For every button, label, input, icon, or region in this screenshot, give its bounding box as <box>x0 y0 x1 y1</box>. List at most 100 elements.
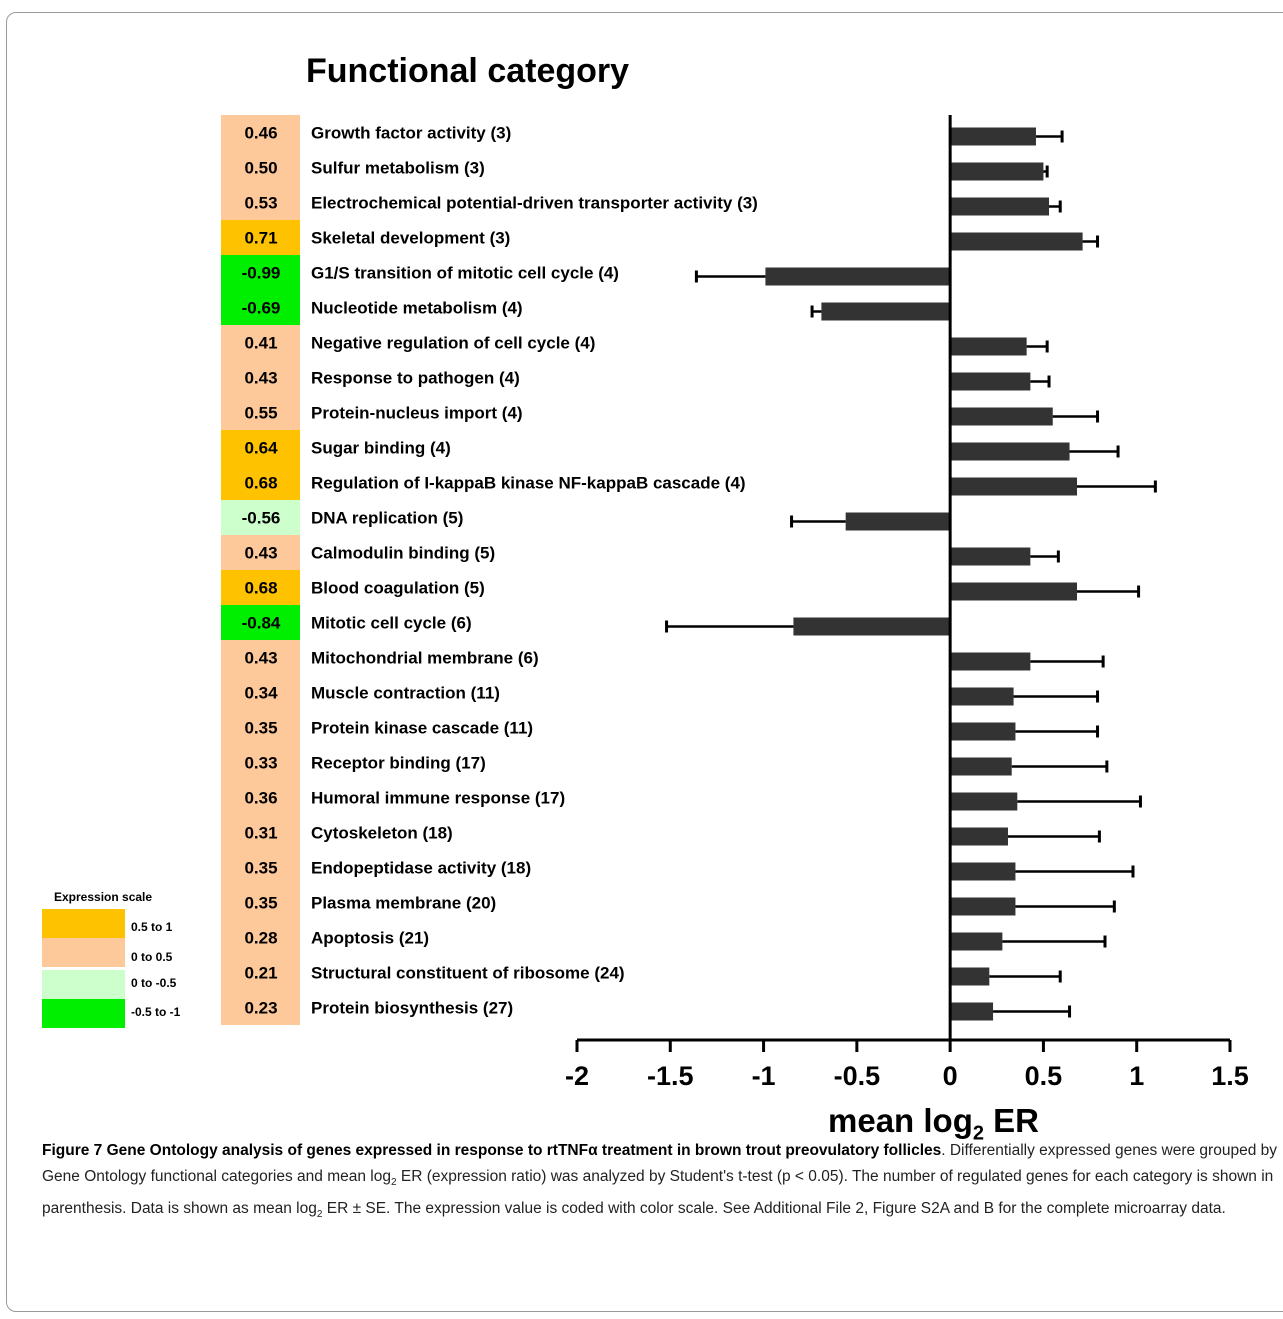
caption-part-2: ER (expression ratio) was analyzed by St… <box>42 1168 1274 1218</box>
value-cell <box>221 815 300 850</box>
value-label: 0.68 <box>244 579 277 598</box>
value-cell <box>221 955 300 990</box>
bar <box>950 687 1014 706</box>
bar-chart: 0.46 Growth factor activity (3)0.50 Sulfur… <box>221 115 1249 1091</box>
x-axis-label-tail: ER <box>983 1102 1039 1139</box>
value-cell <box>221 430 300 465</box>
category-label: Apoptosis (21) <box>311 929 429 948</box>
category-label: Structural constituent of ribosome (24) <box>311 964 625 983</box>
x-tick-label: 0 <box>943 1061 958 1091</box>
value-label: 0.35 <box>244 719 277 738</box>
value-label: 0.50 <box>244 159 277 178</box>
category-label: Cytoskeleton (18) <box>311 824 453 843</box>
value-label: 0.31 <box>244 824 277 843</box>
bar <box>950 407 1053 426</box>
value-label: 0.35 <box>244 859 277 878</box>
category-label: Calmodulin binding (5) <box>311 544 495 563</box>
legend-label-0-5-to-1: 0.5 to 1 <box>131 920 173 934</box>
value-label: 0.43 <box>244 544 277 563</box>
caption-part-3: ER ± SE. The expression value is coded w… <box>322 1200 1226 1218</box>
bar <box>950 337 1027 356</box>
bar <box>950 932 1003 951</box>
category-label: Regulation of I-kappaB kinase NF-kappaB … <box>311 474 746 493</box>
category-label: Sulfur metabolism (3) <box>311 159 485 178</box>
bar <box>950 477 1078 496</box>
value-cell <box>221 920 300 955</box>
value-label: 0.35 <box>244 894 277 913</box>
category-label: Endopeptidase activity (18) <box>311 859 531 878</box>
value-label: 0.34 <box>244 684 278 703</box>
bar <box>950 232 1083 251</box>
category-label: Humoral immune response (17) <box>311 789 565 808</box>
value-cell <box>221 780 300 815</box>
value-cell <box>221 220 300 255</box>
legend-swatch-0-to-0-5 <box>42 938 125 967</box>
value-cell <box>221 850 300 885</box>
value-cell <box>221 990 300 1025</box>
value-cell <box>221 185 300 220</box>
x-tick-label: 1 <box>1129 1061 1144 1091</box>
bar <box>845 512 951 531</box>
bar <box>950 757 1012 776</box>
value-cell <box>221 535 300 570</box>
x-tick-label: -0.5 <box>834 1061 881 1091</box>
value-cell <box>221 885 300 920</box>
x-tick-label: 1.5 <box>1211 1061 1249 1091</box>
value-cell <box>221 465 300 500</box>
value-label: -0.56 <box>242 509 281 528</box>
bar <box>950 862 1016 881</box>
bar <box>793 617 951 636</box>
value-label: 0.53 <box>244 194 277 213</box>
value-label: -0.69 <box>242 299 281 318</box>
category-label: Nucleotide metabolism (4) <box>311 299 523 318</box>
bar <box>950 372 1031 391</box>
value-cell <box>221 500 300 535</box>
x-tick-label: -1 <box>752 1061 776 1091</box>
bar <box>950 582 1078 601</box>
bar <box>950 1002 994 1021</box>
value-cell <box>221 150 300 185</box>
legend-label-0-to-0-5: 0 to 0.5 <box>131 950 173 964</box>
value-cell <box>221 255 300 290</box>
value-cell <box>221 360 300 395</box>
caption-sub-1: 2 <box>390 1177 397 1189</box>
legend-swatch-neg-0-5-to-neg-1 <box>42 999 125 1028</box>
category-label: Mitotic cell cycle (6) <box>311 614 472 633</box>
bar <box>950 652 1031 671</box>
bar <box>950 722 1016 741</box>
value-label: -0.84 <box>242 614 281 633</box>
x-axis-label-main: mean log <box>828 1102 973 1139</box>
chart-title: Functional category <box>306 52 630 90</box>
value-label: 0.68 <box>244 474 277 493</box>
value-cell <box>221 325 300 360</box>
value-cell <box>221 675 300 710</box>
value-label: 0.71 <box>244 229 277 248</box>
category-label: Response to pathogen (4) <box>311 369 520 388</box>
category-label: Negative regulation of cell cycle (4) <box>311 334 595 353</box>
category-label: Protein-nucleus import (4) <box>311 404 523 423</box>
category-label: Growth factor activity (3) <box>311 124 511 143</box>
category-label: G1/S transition of mitotic cell cycle (4… <box>311 264 619 283</box>
x-tick-label: -1.5 <box>647 1061 694 1091</box>
caption-sub-2: 2 <box>316 1209 323 1221</box>
bar <box>765 267 951 286</box>
bar <box>950 547 1031 566</box>
bar <box>950 897 1016 916</box>
legend-label-neg-0-5-to-neg-1: -0.5 to -1 <box>131 1005 181 1019</box>
category-label: Plasma membrane (20) <box>311 894 496 913</box>
value-label: 0.33 <box>244 754 277 773</box>
value-label: 0.21 <box>244 964 277 983</box>
value-label: 0.43 <box>244 369 277 388</box>
bar <box>950 127 1036 146</box>
bar <box>821 302 951 321</box>
bar <box>950 197 1050 216</box>
figure-caption: Figure 7 Gene Ontology analysis of genes… <box>42 1138 1282 1228</box>
category-label: Receptor binding (17) <box>311 754 486 773</box>
category-label: Muscle contraction (11) <box>311 684 500 703</box>
category-label: Protein kinase cascade (11) <box>311 719 533 738</box>
value-cell <box>221 745 300 780</box>
value-cell <box>221 710 300 745</box>
legend-swatch-0-to-neg-0-5 <box>42 970 125 999</box>
x-tick-label: 0.5 <box>1025 1061 1063 1091</box>
value-label: 0.23 <box>244 999 277 1018</box>
